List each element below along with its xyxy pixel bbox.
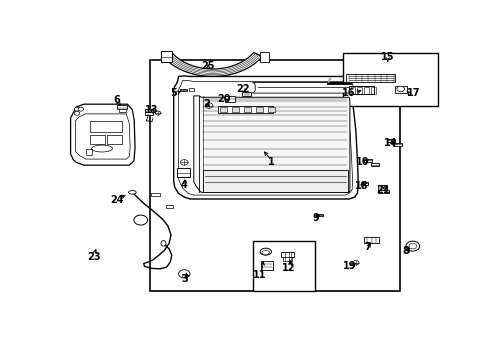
Text: 23: 23 [87,252,101,262]
Bar [89,121,122,132]
Circle shape [78,107,83,111]
Bar [224,96,234,102]
Bar [106,135,122,144]
Text: 10: 10 [355,157,368,167]
Ellipse shape [161,240,165,246]
Text: 22: 22 [236,84,249,94]
Text: 25: 25 [201,61,215,71]
Text: 17: 17 [406,88,420,98]
Circle shape [408,243,416,249]
Bar [348,86,373,94]
Polygon shape [327,77,330,82]
Bar [364,237,379,243]
Polygon shape [173,76,358,199]
Text: 16: 16 [342,88,355,98]
Bar [267,107,274,112]
Bar [161,51,171,62]
Text: 20: 20 [217,94,230,104]
Bar [260,52,268,62]
Bar [232,107,239,112]
Circle shape [180,159,188,165]
Bar [242,93,251,96]
Bar [220,107,227,112]
Polygon shape [252,82,352,93]
Bar [89,135,104,144]
Bar [377,190,388,193]
Polygon shape [163,53,262,76]
Bar [357,87,361,94]
Text: 11: 11 [253,270,266,280]
Text: 18: 18 [354,181,367,191]
Circle shape [74,111,80,115]
Bar [180,89,186,91]
Text: 6: 6 [114,95,121,105]
Bar [360,182,367,185]
Bar [282,257,292,261]
Bar [145,109,153,115]
Bar [85,149,92,155]
Text: 5: 5 [170,88,177,98]
Text: 2: 2 [203,99,210,109]
Bar [255,107,263,112]
Text: 12: 12 [281,263,295,273]
Bar [151,193,160,196]
Circle shape [352,261,358,265]
Polygon shape [70,104,135,165]
Bar [117,105,127,109]
Bar [364,87,368,94]
Bar [343,53,437,105]
Bar [203,170,347,192]
Circle shape [396,86,404,92]
Bar [280,252,294,257]
Circle shape [178,270,189,278]
Ellipse shape [91,145,112,152]
Bar [176,168,189,177]
Bar [189,88,193,91]
Bar [218,106,273,113]
Polygon shape [193,96,349,192]
Bar [363,159,371,162]
Text: 19: 19 [343,261,356,271]
Bar [377,185,386,189]
Bar [244,107,251,112]
Text: 15: 15 [380,51,394,62]
Bar [316,214,323,216]
Circle shape [205,103,212,108]
Text: 13: 13 [145,105,159,115]
Circle shape [74,107,80,111]
Bar [260,261,273,270]
Bar [346,74,395,82]
Bar [386,139,394,142]
Bar [394,86,406,93]
Text: 3: 3 [181,274,187,284]
Text: 9: 9 [312,213,319,224]
Ellipse shape [128,190,136,194]
Text: 7: 7 [364,242,371,252]
Bar [370,163,378,166]
Bar [150,60,400,291]
Text: 8: 8 [402,246,408,256]
Text: 24: 24 [110,195,124,205]
Ellipse shape [260,248,271,255]
Bar [370,87,375,94]
Bar [350,87,354,94]
Text: 1: 1 [267,157,274,167]
Text: 21: 21 [376,185,389,195]
Bar [165,205,173,208]
Text: 4: 4 [181,180,187,190]
Text: 14: 14 [383,138,397,148]
Circle shape [155,111,161,115]
Bar [393,143,401,146]
Ellipse shape [262,251,269,255]
Bar [252,242,314,291]
Bar [181,274,186,278]
Circle shape [405,241,419,251]
Bar [119,109,125,112]
